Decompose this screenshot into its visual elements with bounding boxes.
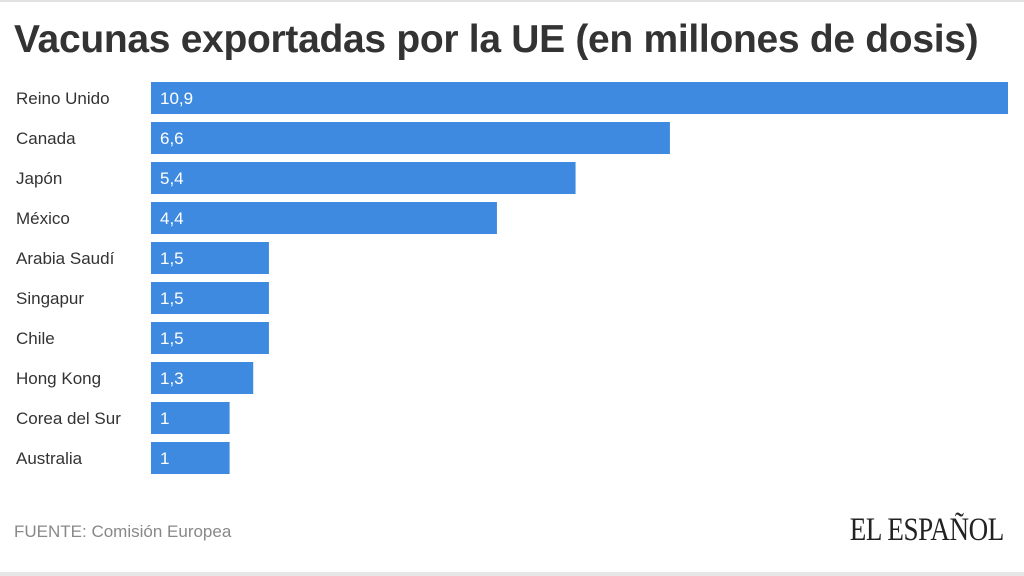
source-note: FUENTE: Comisión Europea	[14, 522, 232, 541]
bar	[151, 322, 269, 354]
category-label: Canada	[16, 129, 76, 148]
el-espanol-logo: EL ESPAÑOL	[849, 512, 1004, 548]
data-label: 10,9	[160, 89, 193, 108]
category-label: Chile	[16, 329, 55, 348]
category-label: México	[16, 209, 70, 228]
data-label: 1,5	[160, 249, 184, 268]
bar	[151, 82, 1008, 114]
category-label: Japón	[16, 169, 62, 188]
data-label: 4,4	[160, 209, 184, 228]
bar	[151, 362, 254, 394]
category-label: Singapur	[16, 289, 84, 308]
category-label: Reino Unido	[16, 89, 110, 108]
data-label: 1	[160, 409, 169, 428]
bar	[151, 122, 670, 154]
bar	[151, 442, 230, 474]
data-label: 5,4	[160, 169, 184, 188]
bar	[151, 402, 230, 434]
top-border	[0, 0, 1024, 2]
data-label: 1,5	[160, 329, 184, 348]
category-label: Arabia Saudí	[16, 249, 115, 268]
data-label: 1	[160, 449, 169, 468]
category-label: Hong Kong	[16, 369, 101, 388]
chart-title: Vacunas exportadas por la UE (en millone…	[14, 18, 979, 61]
bottom-border	[0, 572, 1024, 576]
bar	[151, 282, 269, 314]
bar	[151, 242, 269, 274]
category-label: Corea del Sur	[16, 409, 121, 428]
data-label: 1,5	[160, 289, 184, 308]
category-label: Australia	[16, 449, 83, 468]
bar	[151, 202, 497, 234]
data-label: 1,3	[160, 369, 184, 388]
bar	[151, 162, 576, 194]
data-label: 6,6	[160, 129, 184, 148]
